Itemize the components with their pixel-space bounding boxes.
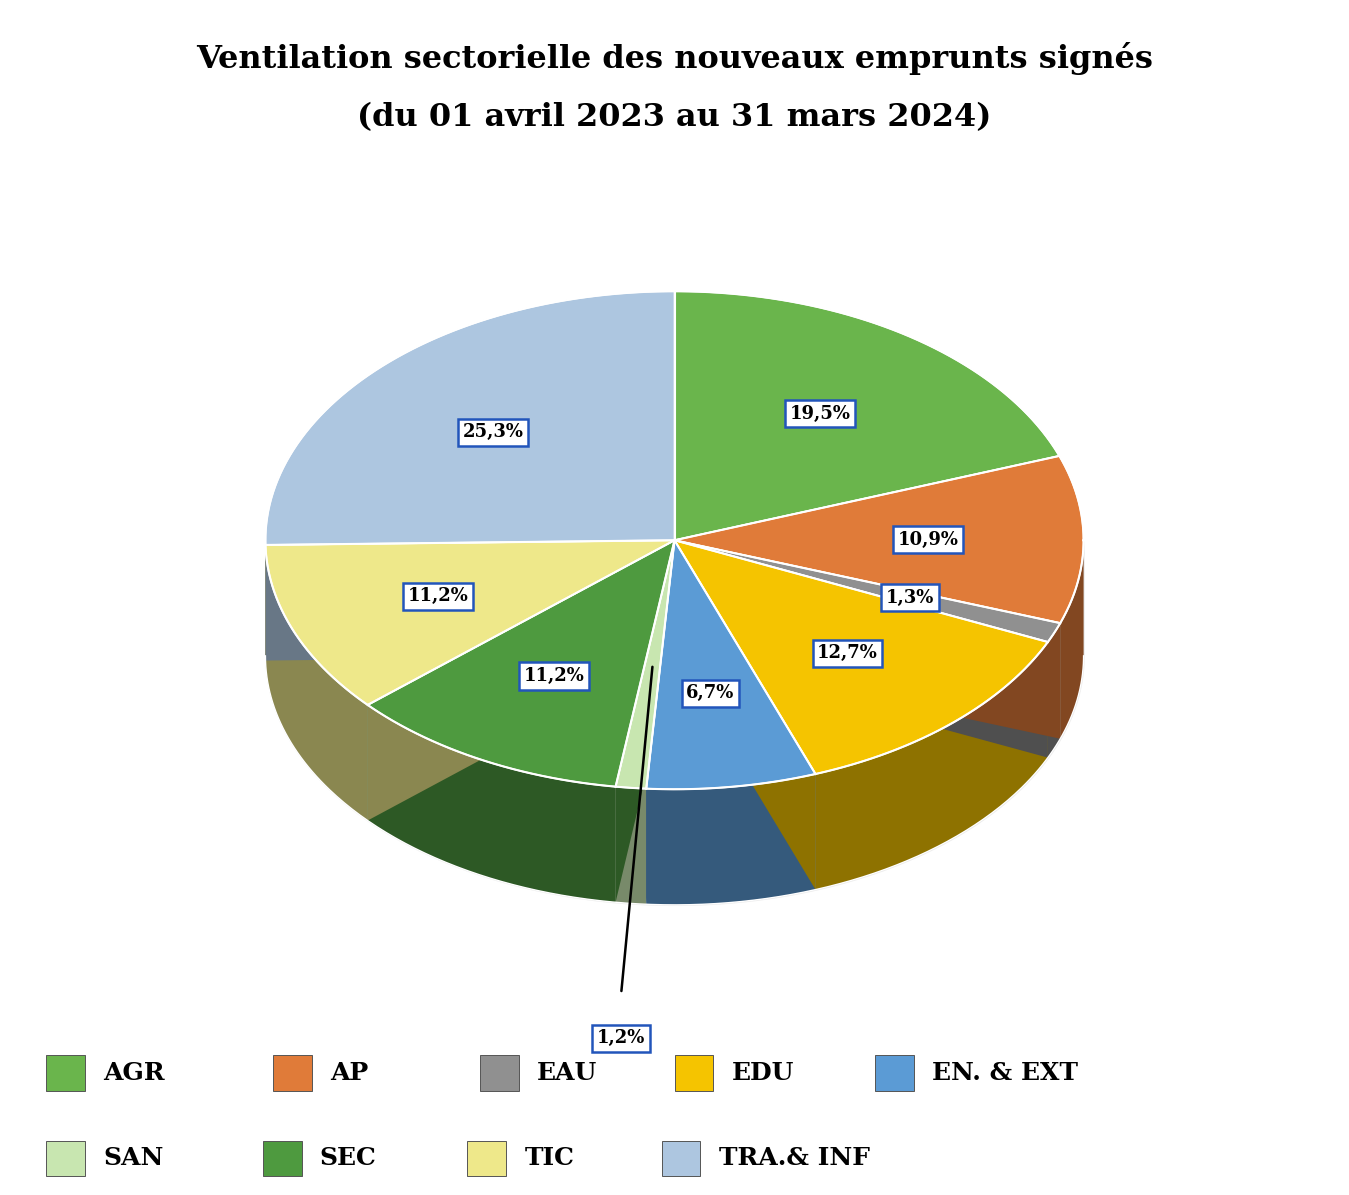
Polygon shape [674,540,1060,739]
Bar [480,1055,519,1091]
Polygon shape [615,786,646,905]
Text: EN. & EXT: EN. & EXT [932,1061,1078,1085]
Text: 10,9%: 10,9% [897,531,959,549]
Text: 1,2%: 1,2% [598,1029,645,1047]
Polygon shape [368,705,615,902]
Bar [263,1140,302,1176]
Polygon shape [646,540,674,905]
Polygon shape [1060,541,1083,739]
Text: SEC: SEC [320,1146,376,1170]
Polygon shape [368,540,674,821]
Polygon shape [266,540,674,661]
Text: 11,2%: 11,2% [523,667,584,685]
Polygon shape [1048,623,1060,758]
Bar [876,1055,915,1091]
Text: TIC: TIC [525,1146,575,1170]
Polygon shape [674,540,1048,774]
Polygon shape [266,545,368,821]
Polygon shape [266,540,674,661]
Text: 19,5%: 19,5% [789,405,851,423]
Polygon shape [674,540,1060,642]
Polygon shape [368,540,674,821]
Text: AP: AP [331,1061,368,1085]
Text: 11,2%: 11,2% [407,587,468,605]
Polygon shape [674,540,1060,739]
Polygon shape [674,540,816,889]
Bar [46,1140,85,1176]
Bar [674,1055,714,1091]
Text: 1,3%: 1,3% [886,588,935,607]
Text: 12,7%: 12,7% [817,644,878,662]
Polygon shape [646,774,816,905]
Bar [467,1140,506,1176]
Bar [46,1055,85,1091]
Text: 25,3%: 25,3% [463,423,523,441]
Polygon shape [368,540,674,786]
Polygon shape [646,540,674,905]
Text: Ventilation sectorielle des nouveaux emprunts signés: Ventilation sectorielle des nouveaux emp… [196,42,1153,75]
Polygon shape [266,292,674,545]
Text: EDU: EDU [731,1061,793,1085]
Bar [272,1055,312,1091]
Polygon shape [674,540,1048,758]
Text: 6,7%: 6,7% [687,684,734,703]
Polygon shape [266,540,674,705]
Text: TRA.& INF: TRA.& INF [719,1146,870,1170]
Polygon shape [615,540,674,902]
Polygon shape [816,642,1048,889]
Text: (du 01 avril 2023 au 31 mars 2024): (du 01 avril 2023 au 31 mars 2024) [357,102,992,133]
Polygon shape [674,540,816,889]
Bar [661,1140,700,1176]
Polygon shape [615,540,674,902]
Polygon shape [646,540,816,789]
Polygon shape [674,456,1083,623]
Text: SAN: SAN [104,1146,163,1170]
Polygon shape [674,540,1048,758]
Text: AGR: AGR [104,1061,165,1085]
Polygon shape [615,540,674,789]
Polygon shape [674,292,1059,540]
Text: EAU: EAU [537,1061,598,1085]
